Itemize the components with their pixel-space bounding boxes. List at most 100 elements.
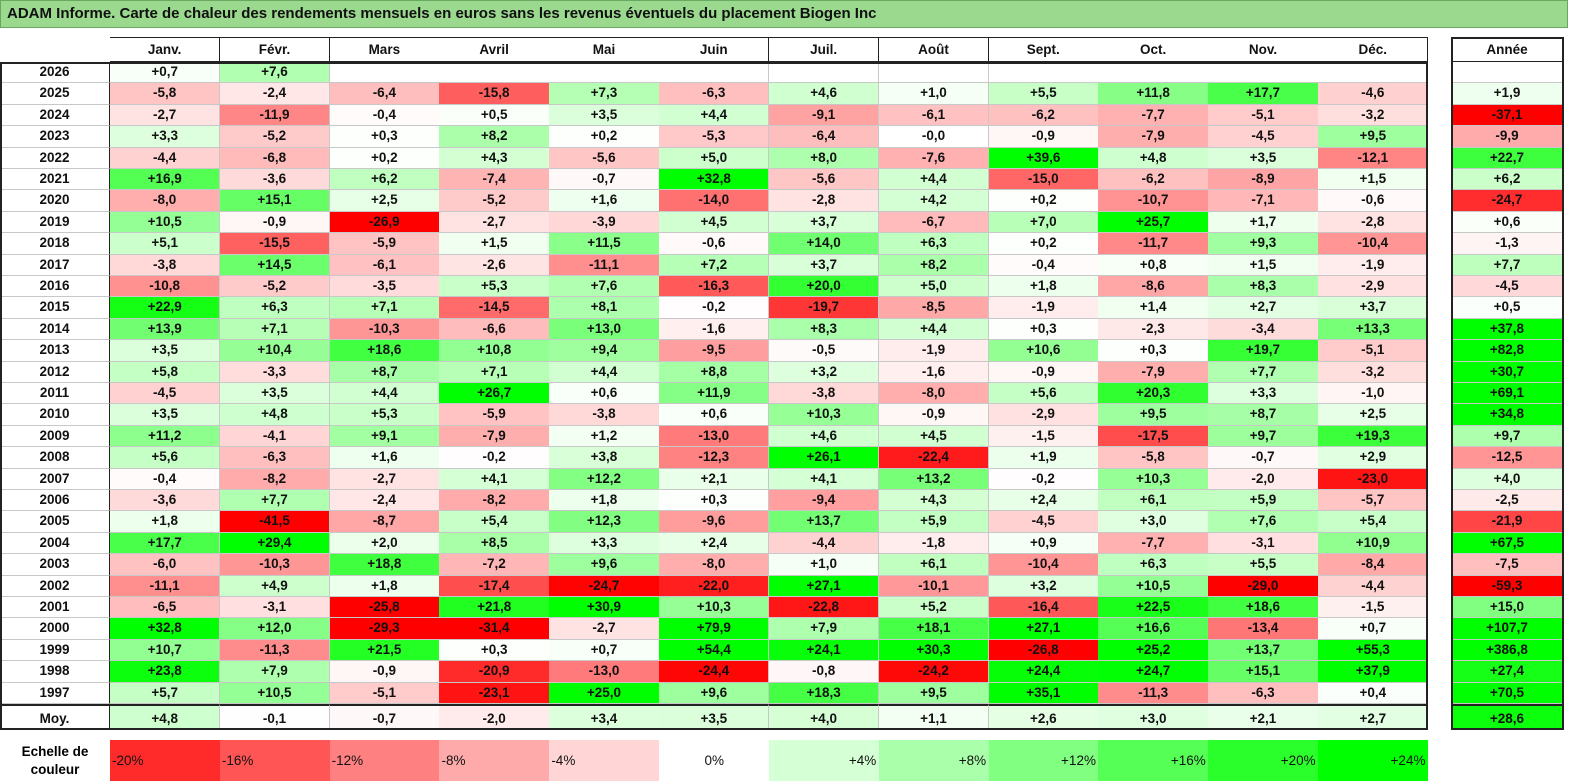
heatmap-cell: +5,4 (1318, 511, 1429, 533)
heatmap-cell: +19,7 (1208, 340, 1319, 362)
heatmap-cell: +7,7 (1208, 361, 1319, 383)
heatmap-cell: -1,6 (659, 318, 770, 341)
heatmap-cell: +4,4 (878, 318, 990, 341)
heatmap-cell: -8,9 (1208, 169, 1319, 191)
heatmap-cell: +3,5 (549, 104, 660, 127)
annual-cell: +30,7 (1451, 361, 1564, 383)
annual-cell: +67,5 (1451, 532, 1564, 555)
heatmap-cell: -0,2 (988, 468, 1099, 490)
row-year-label: 2003 (0, 554, 110, 576)
row-year-label: 2020 (0, 190, 110, 212)
heatmap-cell: +17,7 (1208, 83, 1319, 105)
heatmap-cell: -22,8 (768, 597, 880, 619)
row-year-label: 2002 (0, 575, 110, 597)
heatmap-cell: -15,0 (988, 169, 1099, 191)
heatmap-cell: +10,5 (1098, 575, 1209, 597)
heatmap-cell: +14,0 (768, 233, 880, 255)
heatmap-cell: -2,0 (1208, 468, 1319, 490)
heatmap-cell: +0,6 (549, 383, 660, 405)
annual-cell: +107,7 (1451, 618, 1564, 640)
heatmap-cell: +10,4 (219, 340, 331, 362)
heatmap-cell: +10,5 (110, 211, 221, 234)
heatmap-cell: +0,2 (329, 147, 440, 169)
average-cell: +2,6 (988, 704, 1099, 730)
heatmap-cell: -0,2 (659, 297, 770, 319)
heatmap-cell: -13,0 (549, 661, 660, 683)
heatmap-cell (659, 62, 770, 84)
heatmap-cell: +5,8 (110, 361, 221, 383)
heatmap-cell: +54,4 (659, 639, 770, 662)
annual-cell: +4,0 (1451, 468, 1564, 490)
heatmap-cell: -6,2 (1098, 169, 1209, 191)
heatmap-cell: +6,1 (878, 554, 990, 576)
month-header: Mars (329, 37, 440, 62)
month-header: Avril (439, 37, 550, 62)
row-year-label: 2019 (0, 211, 110, 234)
heatmap-cell: -0,6 (1318, 190, 1429, 212)
heatmap-cell: -2,8 (768, 190, 880, 212)
heatmap-cell (768, 62, 880, 84)
heatmap-cell: -8,0 (110, 190, 221, 212)
heatmap-cell: -2,7 (439, 211, 550, 234)
heatmap-cell: -6,1 (329, 254, 440, 276)
heatmap-cell: -5,1 (329, 682, 440, 704)
annual-cell: +15,0 (1451, 597, 1564, 619)
color-scale-step: +24% (1318, 740, 1429, 781)
month-header: Août (878, 37, 990, 62)
heatmap-cell: +2,1 (659, 468, 770, 490)
heatmap-cell: -10,3 (219, 554, 331, 576)
heatmap-cell: +6,3 (1098, 554, 1209, 576)
heatmap-cell: +3,5 (219, 383, 331, 405)
heatmap-cell: +8,3 (1208, 276, 1319, 298)
heatmap-cell: +9,1 (329, 425, 440, 448)
heatmap-cell: -13,0 (659, 425, 770, 448)
heatmap-cell: +9,4 (549, 340, 660, 362)
heatmap-cell: +11,5 (549, 233, 660, 255)
month-header: Juil. (768, 37, 880, 62)
row-year-label: 2026 (0, 62, 110, 84)
annual-cell: +1,9 (1451, 83, 1564, 105)
row-year-label: 2008 (0, 447, 110, 469)
heatmap-cell: +35,1 (988, 682, 1099, 704)
heatmap-cell: +9,6 (659, 682, 770, 704)
heatmap-cell: +7,6 (1208, 511, 1319, 533)
average-cell: -0,1 (219, 704, 331, 730)
average-cell: +2,7 (1318, 704, 1429, 730)
heatmap-cell: -3,2 (1318, 361, 1429, 383)
heatmap-cell: -5,1 (1318, 340, 1429, 362)
heatmap-cell: -1,6 (878, 361, 990, 383)
color-scale-step: +12% (988, 740, 1099, 781)
heatmap-cell: +22,5 (1098, 597, 1209, 619)
annual-cell: +9,7 (1451, 425, 1564, 448)
heatmap-cell: +3,3 (549, 532, 660, 555)
heatmap-cell: +10,6 (988, 340, 1099, 362)
heatmap-cell: +0,2 (988, 190, 1099, 212)
heatmap-cell: +3,2 (768, 361, 880, 383)
heatmap-cell: +0,7 (110, 62, 221, 84)
average-cell: +2,1 (1208, 704, 1319, 730)
heatmap-cell: +7,6 (219, 62, 331, 84)
heatmap-cell: -11,1 (549, 254, 660, 276)
heatmap-cell: -7,2 (439, 554, 550, 576)
heatmap-cell: -6,6 (439, 318, 550, 341)
heatmap-cell: +79,9 (659, 618, 770, 640)
page-title: ADAM Informe. Carte de chaleur des rende… (0, 0, 1568, 28)
heatmap-cell: -8,2 (439, 490, 550, 512)
heatmap-cell: +4,6 (768, 83, 880, 105)
row-year-label: 2018 (0, 233, 110, 255)
annual-cell: +69,1 (1451, 383, 1564, 405)
heatmap-cell: +25,7 (1098, 211, 1209, 234)
heatmap-cell: -5,9 (439, 404, 550, 426)
heatmap-cell: -0,7 (1208, 447, 1319, 469)
heatmap-cell: -0,0 (878, 126, 990, 148)
heatmap-cell: +9,3 (1208, 233, 1319, 255)
heatmap-cell: -0,9 (878, 404, 990, 426)
heatmap-cell: -4,5 (110, 383, 221, 405)
heatmap-cell: +8,1 (549, 297, 660, 319)
heatmap-cell (878, 62, 990, 84)
heatmap-cell: -3,4 (1208, 318, 1319, 341)
row-year-label: 2000 (0, 618, 110, 640)
heatmap-cell: +18,3 (768, 682, 880, 704)
heatmap-cell: +6,3 (878, 233, 990, 255)
heatmap-cell: +8,2 (878, 254, 990, 276)
